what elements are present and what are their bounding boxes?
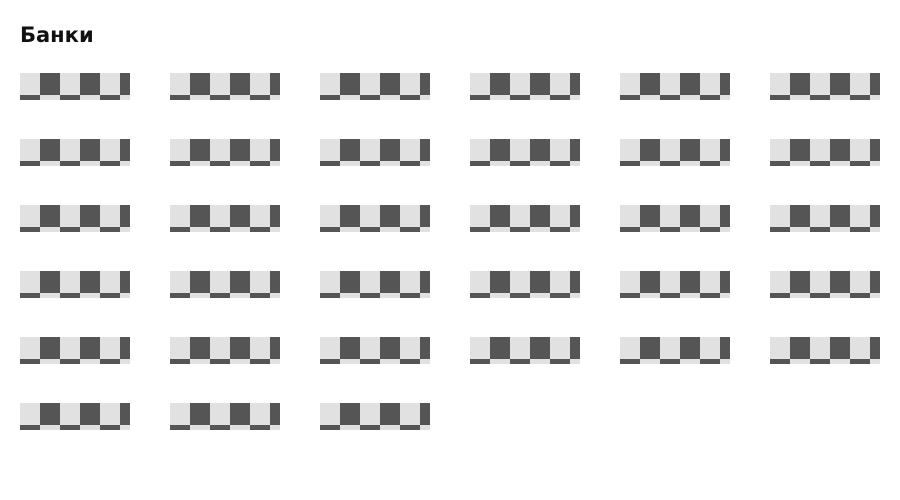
bank-logo-placeholder-icon xyxy=(470,73,580,100)
bank-logo-placeholder-icon xyxy=(770,271,880,298)
bank-logo-link[interactable] xyxy=(320,403,430,430)
bank-logo-link[interactable] xyxy=(170,205,280,232)
bank-logo-placeholder-icon xyxy=(20,139,130,166)
bank-logo-link[interactable] xyxy=(320,337,430,364)
bank-logo-link[interactable] xyxy=(20,73,130,100)
bank-logo-placeholder-icon xyxy=(320,73,430,100)
bank-logo-placeholder-icon xyxy=(470,139,580,166)
bank-logo-link[interactable] xyxy=(170,139,280,166)
bank-logo-placeholder-icon xyxy=(770,205,880,232)
bank-logo-placeholder-icon xyxy=(320,337,430,364)
bank-logo-link[interactable] xyxy=(620,205,730,232)
bank-logo-placeholder-icon xyxy=(170,271,280,298)
bank-logo-placeholder-icon xyxy=(320,205,430,232)
bank-logo-link[interactable] xyxy=(470,337,580,364)
bank-logo-link[interactable] xyxy=(470,73,580,100)
bank-logo-placeholder-icon xyxy=(620,139,730,166)
bank-logo-placeholder-icon xyxy=(470,205,580,232)
bank-logo-link[interactable] xyxy=(170,337,280,364)
bank-logo-placeholder-icon xyxy=(320,271,430,298)
bank-logo-link[interactable] xyxy=(770,337,880,364)
bank-logo-placeholder-icon xyxy=(20,205,130,232)
section-title: Банки xyxy=(20,23,94,47)
bank-logo-link[interactable] xyxy=(620,139,730,166)
bank-logo-placeholder-icon xyxy=(170,337,280,364)
bank-logo-link[interactable] xyxy=(470,205,580,232)
bank-logo-placeholder-icon xyxy=(470,271,580,298)
bank-logo-link[interactable] xyxy=(620,271,730,298)
bank-logo-grid xyxy=(20,73,880,430)
bank-logo-placeholder-icon xyxy=(620,205,730,232)
bank-logo-link[interactable] xyxy=(770,205,880,232)
bank-logo-placeholder-icon xyxy=(170,73,280,100)
bank-logo-link[interactable] xyxy=(320,205,430,232)
bank-logo-placeholder-icon xyxy=(620,271,730,298)
bank-logo-placeholder-icon xyxy=(170,403,280,430)
bank-logo-link[interactable] xyxy=(320,139,430,166)
bank-logo-link[interactable] xyxy=(770,139,880,166)
bank-logo-placeholder-icon xyxy=(20,337,130,364)
bank-logo-placeholder-icon xyxy=(170,139,280,166)
bank-logo-link[interactable] xyxy=(620,337,730,364)
bank-logo-link[interactable] xyxy=(20,337,130,364)
bank-logo-link[interactable] xyxy=(20,403,130,430)
bank-logo-placeholder-icon xyxy=(620,337,730,364)
bank-logo-link[interactable] xyxy=(20,139,130,166)
bank-logo-link[interactable] xyxy=(170,271,280,298)
bank-logo-placeholder-icon xyxy=(770,337,880,364)
bank-logo-placeholder-icon xyxy=(320,139,430,166)
bank-logo-link[interactable] xyxy=(20,271,130,298)
bank-logo-placeholder-icon xyxy=(320,403,430,430)
bank-logo-link[interactable] xyxy=(470,139,580,166)
bank-logo-link[interactable] xyxy=(170,73,280,100)
bank-logo-placeholder-icon xyxy=(620,73,730,100)
bank-logo-link[interactable] xyxy=(320,271,430,298)
bank-logo-placeholder-icon xyxy=(470,337,580,364)
bank-logo-link[interactable] xyxy=(20,205,130,232)
bank-logo-placeholder-icon xyxy=(770,73,880,100)
bank-logo-placeholder-icon xyxy=(170,205,280,232)
bank-logo-placeholder-icon xyxy=(20,271,130,298)
bank-logo-link[interactable] xyxy=(770,73,880,100)
bank-logo-placeholder-icon xyxy=(770,139,880,166)
bank-logo-placeholder-icon xyxy=(20,73,130,100)
bank-logo-link[interactable] xyxy=(770,271,880,298)
bank-logo-placeholder-icon xyxy=(20,403,130,430)
bank-logo-link[interactable] xyxy=(470,271,580,298)
bank-logo-link[interactable] xyxy=(620,73,730,100)
bank-logo-link[interactable] xyxy=(170,403,280,430)
bank-logo-link[interactable] xyxy=(320,73,430,100)
